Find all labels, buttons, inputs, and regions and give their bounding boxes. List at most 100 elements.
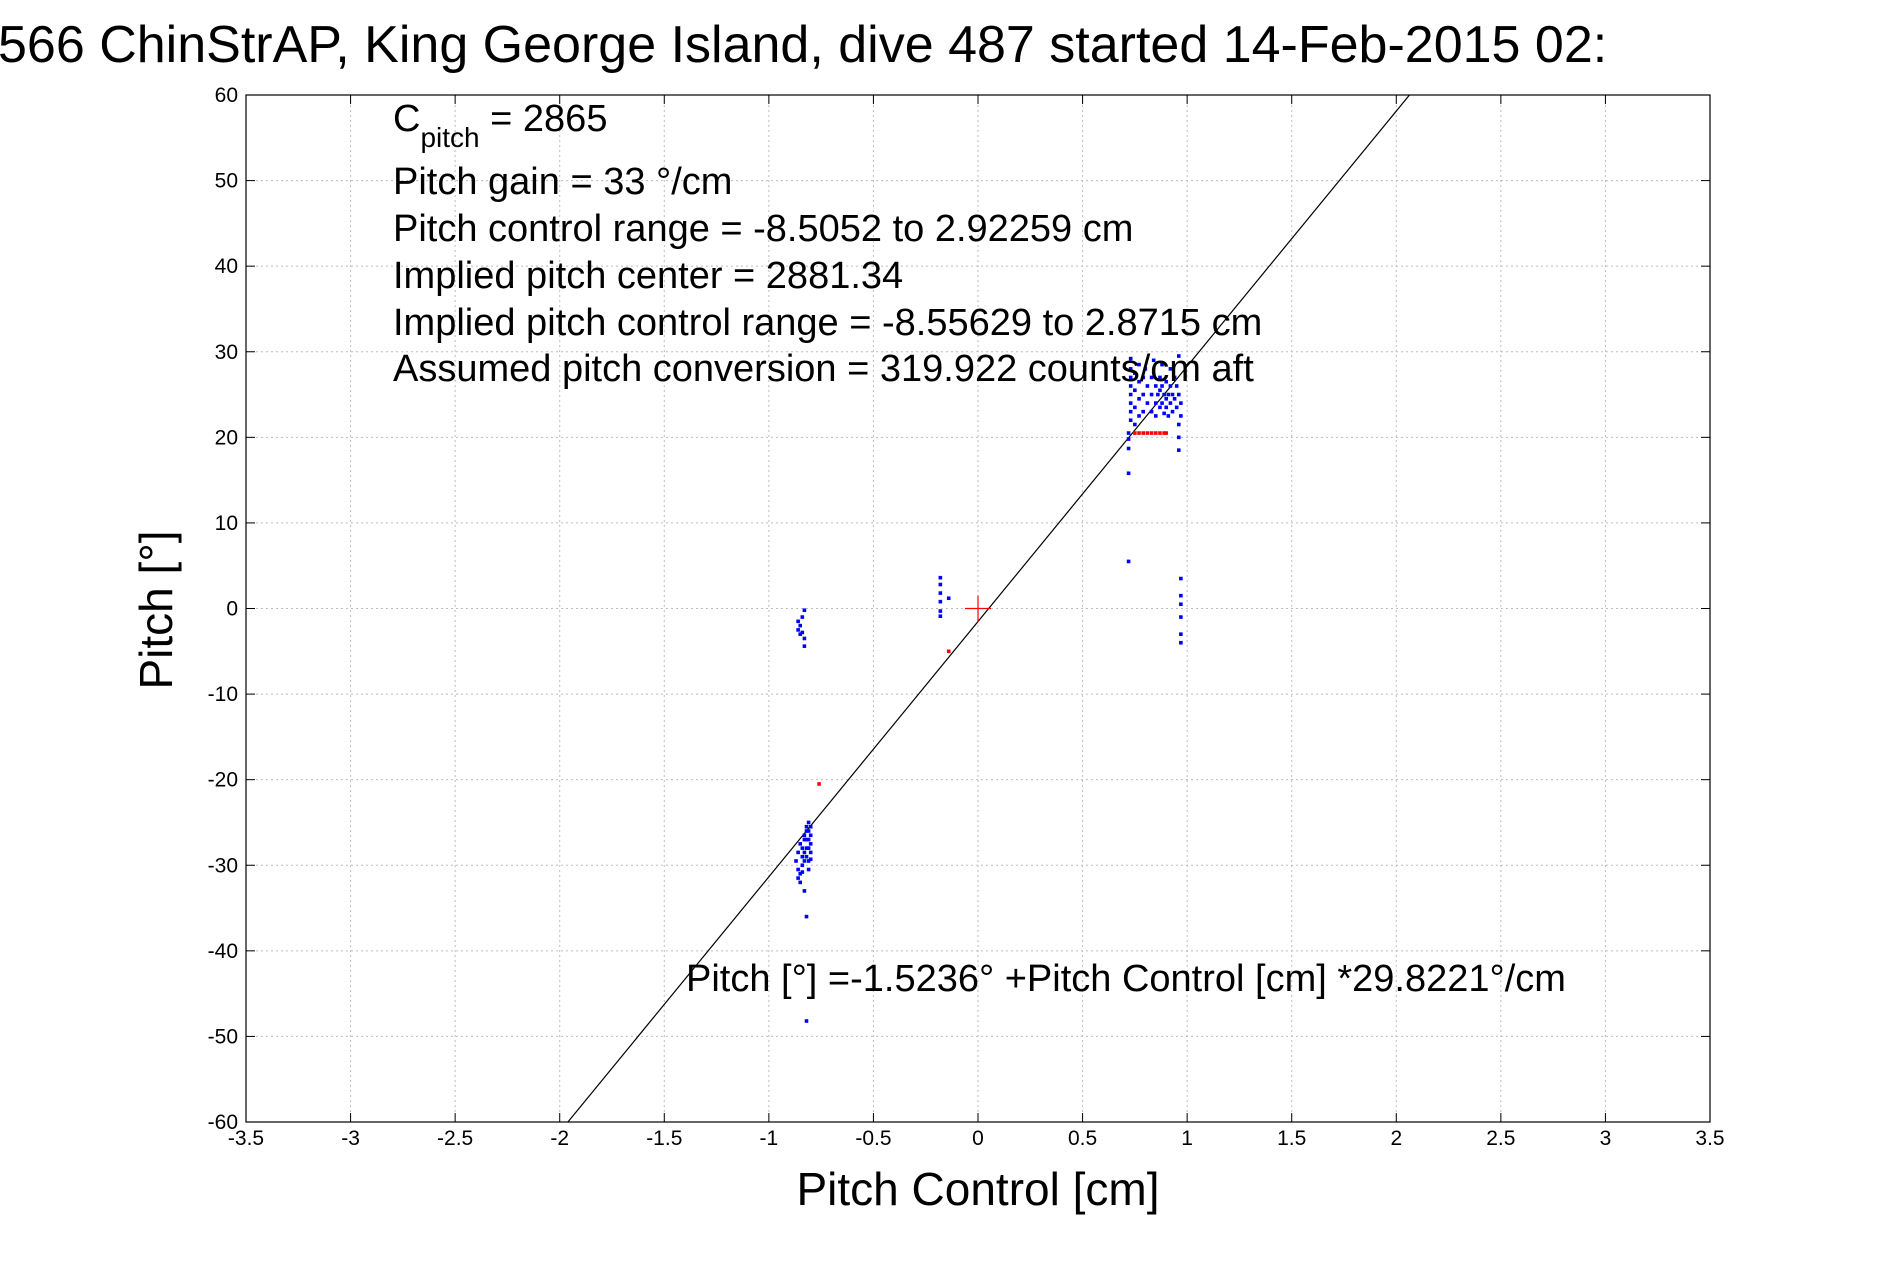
data-point-blue xyxy=(800,854,805,859)
data-point-red xyxy=(1145,431,1150,435)
data-point-red xyxy=(1164,431,1169,435)
y-tick-label: -60 xyxy=(208,1111,238,1134)
data-point-blue xyxy=(938,599,943,604)
data-point-blue xyxy=(808,833,813,838)
data-point-blue xyxy=(1179,602,1183,607)
y-tick-label: 30 xyxy=(215,341,238,364)
data-point-blue xyxy=(1141,409,1146,414)
x-tick-label: -1.5 xyxy=(646,1127,682,1150)
annotation-pitch-gain: Pitch gain = 33 °/cm xyxy=(393,161,732,203)
data-point-blue xyxy=(1158,405,1162,410)
data-point-red xyxy=(1153,431,1158,435)
data-point-blue xyxy=(808,850,813,855)
tick-labels: -3.5 -3 -2.5 -2 -1.5 -1 -0.5 0 0.5 1 1.5 2 2.5 3 3.5 -6… xyxy=(208,84,1725,1150)
data-point-blue xyxy=(1126,431,1131,435)
x-tick-label: -2.5 xyxy=(437,1127,473,1150)
data-point-blue xyxy=(1128,409,1133,414)
y-axis-label: Pitch [°] xyxy=(130,530,182,689)
data-point-blue xyxy=(1145,384,1150,388)
data-point-blue xyxy=(1179,576,1183,581)
data-point-blue xyxy=(802,837,807,842)
data-point-blue xyxy=(1179,593,1183,598)
data-point-blue xyxy=(1172,375,1177,380)
data-point-blue xyxy=(1166,414,1171,418)
center-marker-layer xyxy=(965,595,991,622)
data-point-blue xyxy=(1141,375,1146,380)
data-point-blue xyxy=(1179,414,1183,418)
data-point-blue xyxy=(1133,371,1137,375)
data-point-blue xyxy=(796,850,800,855)
annotation-conversion: Assumed pitch conversion = 319.922 count… xyxy=(393,348,1254,390)
data-point-blue xyxy=(1166,392,1171,397)
data-point-red xyxy=(1158,431,1162,435)
data-point-blue xyxy=(806,829,811,833)
data-point-blue xyxy=(802,644,807,648)
data-point-blue xyxy=(1176,435,1181,440)
data-point-blue xyxy=(806,859,811,863)
data-point-blue xyxy=(1156,392,1160,397)
data-point-blue xyxy=(1153,401,1158,405)
data-point-blue xyxy=(1153,414,1158,418)
data-point-blue xyxy=(802,859,807,863)
data-point-blue xyxy=(804,914,809,919)
y-tick-label: -10 xyxy=(208,683,238,706)
data-point-blue xyxy=(1176,392,1181,397)
data-point-red xyxy=(1133,431,1137,435)
data-point-blue xyxy=(1149,409,1154,414)
y-tick-label: 60 xyxy=(215,84,238,107)
data-point-blue xyxy=(1162,411,1166,416)
data-point-blue xyxy=(1170,409,1175,414)
data-point-blue xyxy=(798,872,803,876)
x-tick-label: -2 xyxy=(550,1127,569,1150)
x-tick-label: 2 xyxy=(1390,1127,1402,1150)
data-point-blue xyxy=(1162,392,1166,397)
data-point-blue xyxy=(1160,384,1164,388)
data-point-blue xyxy=(1126,437,1131,441)
data-point-blue xyxy=(806,837,811,842)
data-point-blue xyxy=(808,824,813,829)
axes xyxy=(245,94,1711,1123)
data-point-red xyxy=(946,649,951,654)
data-point-blue xyxy=(804,846,809,850)
data-point-blue xyxy=(946,596,951,601)
data-point-blue xyxy=(800,615,805,619)
data-point-blue xyxy=(800,846,805,850)
data-point-blue xyxy=(938,582,943,587)
x-tick-label: -3.5 xyxy=(228,1127,264,1150)
data-point-blue xyxy=(802,636,807,641)
data-point-blue xyxy=(804,1019,809,1023)
data-point-blue xyxy=(1128,418,1133,423)
x-tick-label: 1.5 xyxy=(1277,1127,1306,1150)
data-point-blue xyxy=(802,608,807,613)
data-point-blue xyxy=(1128,367,1133,371)
data-point-blue xyxy=(1172,397,1177,401)
data-point-blue xyxy=(1128,356,1133,361)
data-point-blue xyxy=(1174,384,1179,388)
data-point-blue xyxy=(1179,640,1183,645)
data-point-blue xyxy=(1141,392,1146,397)
data-point-blue xyxy=(1158,375,1162,380)
data-point-blue xyxy=(804,854,809,859)
data-point-blue xyxy=(1164,405,1169,410)
data-point-blue xyxy=(806,846,811,850)
data-point-blue xyxy=(800,630,805,635)
data-point-blue xyxy=(1160,401,1164,405)
grid-lines xyxy=(246,95,1710,1122)
data-point-blue xyxy=(1143,367,1148,371)
data-point-blue xyxy=(800,870,805,874)
y-tick-label: -40 xyxy=(208,940,238,963)
annotation-c-pitch-main: C xyxy=(393,98,420,140)
data-point-blue xyxy=(1133,388,1137,393)
data-point-blue xyxy=(938,575,943,580)
data-point-blue xyxy=(1160,362,1164,367)
data-point-blue xyxy=(794,859,798,863)
chart-title: 566 ChinStrAP, King George Island, dive … xyxy=(0,16,1607,74)
data-point-blue xyxy=(798,842,803,846)
data-point-blue xyxy=(808,842,813,846)
x-tick-label: 0 xyxy=(972,1127,984,1150)
data-point-blue xyxy=(1170,392,1175,397)
data-point-blue xyxy=(1137,362,1141,367)
annotation-fit-equation: Pitch [°] =-1.5236° +Pitch Control [cm] … xyxy=(686,958,1566,1000)
data-point-blue xyxy=(1179,401,1183,405)
